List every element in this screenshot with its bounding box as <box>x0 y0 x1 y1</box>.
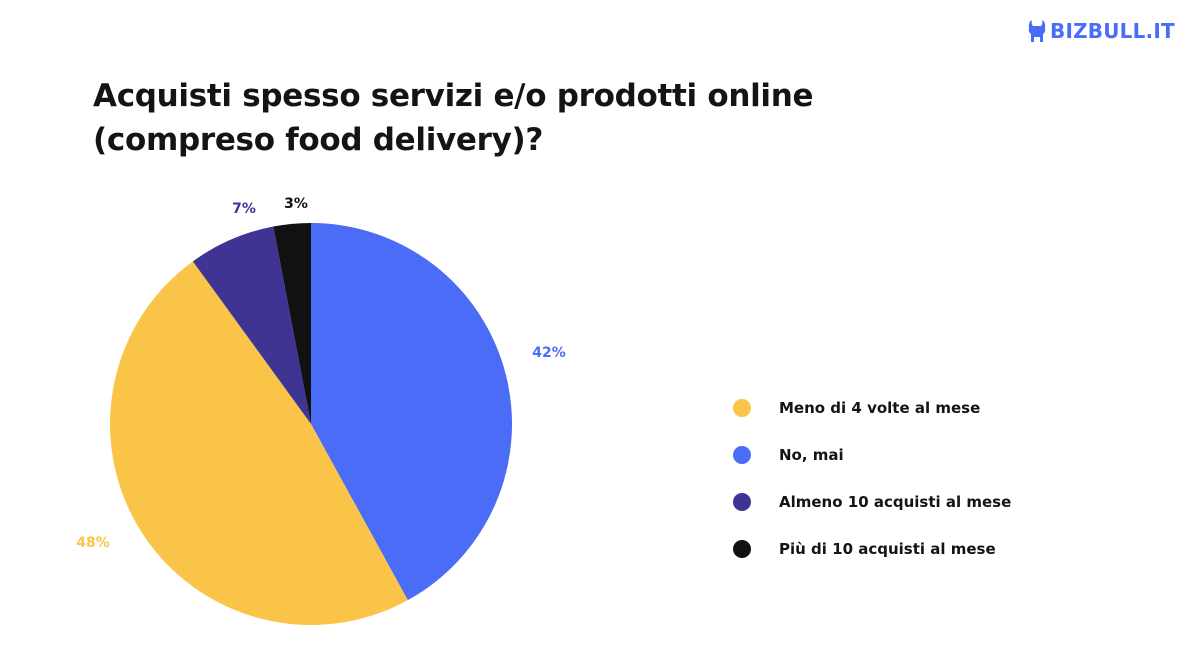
legend-item: Almeno 10 acquisti al mese <box>733 490 1011 514</box>
slice-data-label: 42% <box>532 345 566 361</box>
pie-slice <box>311 223 512 601</box>
legend-label: Almeno 10 acquisti al mese <box>779 493 1012 511</box>
legend-swatch <box>733 446 751 464</box>
legend-item: No, mai <box>733 443 1011 467</box>
legend-label: No, mai <box>779 446 844 464</box>
brand-name: BIZBULL.IT <box>1050 19 1175 43</box>
slice-data-label: 48% <box>76 535 110 551</box>
pie-slice <box>192 226 311 424</box>
chart-title: Acquisti spesso servizi e/o prodotti onl… <box>93 74 853 162</box>
chart-title-line-1: Acquisti spesso servizi e/o prodotti onl… <box>93 78 814 114</box>
legend-item: Meno di 4 volte al mese <box>733 396 1011 420</box>
slice-data-label: 3% <box>284 196 308 212</box>
legend-label: Più di 10 acquisti al mese <box>779 540 996 558</box>
slice-data-label: 7% <box>232 201 256 217</box>
bull-icon <box>1028 20 1046 42</box>
pie-slice <box>110 261 408 625</box>
legend-swatch <box>733 493 751 511</box>
legend-label: Meno di 4 volte al mese <box>779 399 981 417</box>
legend-swatch <box>733 540 751 558</box>
legend-swatch <box>733 399 751 417</box>
chart-legend: Meno di 4 volte al mese No, mai Almeno 10 … <box>733 396 1011 584</box>
brand-logo: BIZBULL.IT <box>1026 18 1175 44</box>
pie-slice <box>273 223 311 424</box>
chart-title-line-2: (compreso food delivery)? <box>93 122 544 158</box>
legend-item: Più di 10 acquisti al mese <box>733 537 1011 561</box>
